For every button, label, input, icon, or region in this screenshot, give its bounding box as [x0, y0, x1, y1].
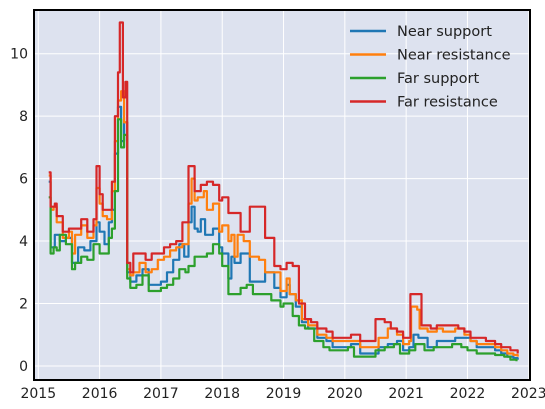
y-tick-label: 4 — [19, 234, 28, 250]
y-tick-label: 8 — [19, 109, 28, 125]
x-tick-label: 2019 — [266, 386, 302, 402]
x-tick-label: 2021 — [388, 386, 424, 402]
y-tick-label: 6 — [19, 172, 28, 188]
y-tick-label: 0 — [19, 359, 28, 375]
x-tick-label: 2015 — [20, 386, 56, 402]
legend-label-far-resistance: Far resistance — [397, 95, 498, 111]
grid-lines — [34, 10, 530, 380]
y-tick-labels: 0 2 4 6 8 10 — [10, 47, 28, 375]
series-line-far-resistance — [48, 21, 519, 354]
y-tick-label: 2 — [19, 297, 28, 313]
series-line-far-support — [48, 118, 518, 362]
legend-label-near-support: Near support — [397, 24, 492, 40]
series-line-near-resistance — [48, 90, 519, 357]
plot-background — [34, 10, 530, 380]
x-tick-label: 2018 — [204, 386, 240, 402]
legend: Near support Near resistance Far support Fa… — [350, 24, 511, 111]
data-series — [48, 21, 519, 362]
x-tick-labels: 2015 2016 2017 2018 2019 2020 2021 2022 2023 — [20, 386, 545, 402]
x-tick-label: 2016 — [82, 386, 118, 402]
plot-frame — [33, 9, 531, 381]
x-tick-label: 2022 — [450, 386, 486, 402]
x-tick-label: 2017 — [143, 386, 179, 402]
legend-label-near-resistance: Near resistance — [397, 48, 511, 64]
x-tick-label: 2023 — [511, 386, 545, 402]
x-tick-label: 2020 — [327, 386, 363, 402]
legend-label-far-support: Far support — [397, 71, 479, 87]
y-tick-label: 10 — [10, 47, 28, 63]
